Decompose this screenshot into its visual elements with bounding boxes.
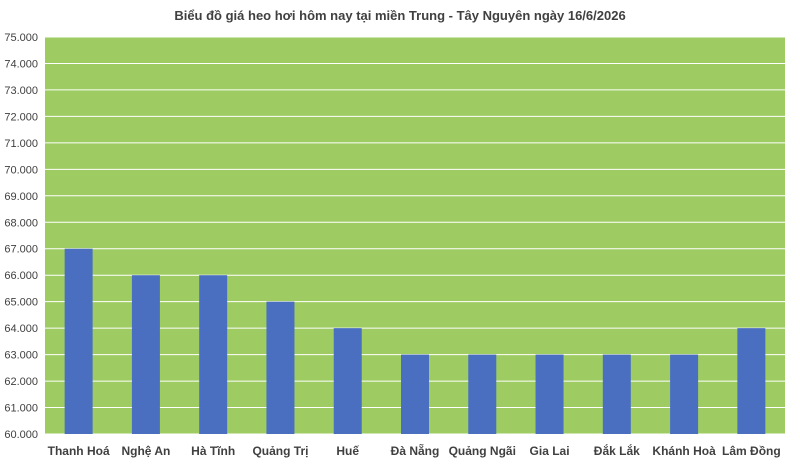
bars (64, 248, 766, 434)
y-tick-label: 68.000 (4, 217, 38, 229)
y-tick-label: 61.000 (4, 403, 38, 415)
bar (333, 328, 362, 434)
bar (602, 354, 631, 434)
x-tick-label: Khánh Hoà (652, 444, 716, 458)
x-tick-label: Thanh Hoá (48, 444, 110, 458)
y-tick-label: 66.000 (4, 270, 38, 282)
bar (131, 275, 160, 434)
y-tick-label: 74.000 (4, 58, 38, 70)
x-tick-label: Hà Tĩnh (191, 444, 235, 458)
y-tick-label: 62.000 (4, 376, 38, 388)
y-tick-label: 73.000 (4, 85, 38, 97)
bar (266, 301, 295, 434)
x-tick-label: Gia Lai (530, 444, 570, 458)
bar (64, 248, 93, 434)
y-tick-label: 75.000 (4, 32, 38, 44)
y-tick-label: 69.000 (4, 191, 38, 203)
bar (737, 328, 766, 434)
x-tick-label: Huế (336, 444, 359, 458)
bar (670, 354, 699, 434)
bar (199, 275, 228, 434)
y-tick-label: 64.000 (4, 323, 38, 335)
y-tick-label: 60.000 (4, 429, 38, 441)
x-axis-ticks: Thanh Hoá Nghệ An Hà Tĩnh Quảng Trị Huế Đà Nẵ… (48, 443, 781, 458)
y-tick-label: 65.000 (4, 297, 38, 309)
y-axis-ticks: 60.000 61.000 62.000 63.000 64.000 65.000 66.0… (4, 32, 38, 441)
x-tick-label: Quảng Ngãi (449, 444, 516, 458)
x-tick-label: Lâm Đồng (722, 444, 781, 458)
y-tick-label: 67.000 (4, 244, 38, 256)
y-tick-label: 63.000 (4, 350, 38, 362)
y-tick-label: 72.000 (4, 111, 38, 123)
bar (401, 354, 429, 434)
x-tick-label: Đà Nẵng (391, 443, 440, 458)
bar (535, 354, 564, 434)
gridlines (45, 36, 785, 435)
x-tick-label: Đắk Lắk (594, 443, 640, 458)
x-tick-label: Quảng Trị (252, 444, 308, 458)
y-tick-label: 70.000 (4, 164, 38, 176)
bar (468, 354, 497, 434)
y-tick-label: 71.000 (4, 138, 38, 150)
x-tick-label: Nghệ An (121, 444, 170, 458)
chart-title: Biểu đồ giá heo hơi hôm nay tại miền Tru… (174, 8, 625, 23)
